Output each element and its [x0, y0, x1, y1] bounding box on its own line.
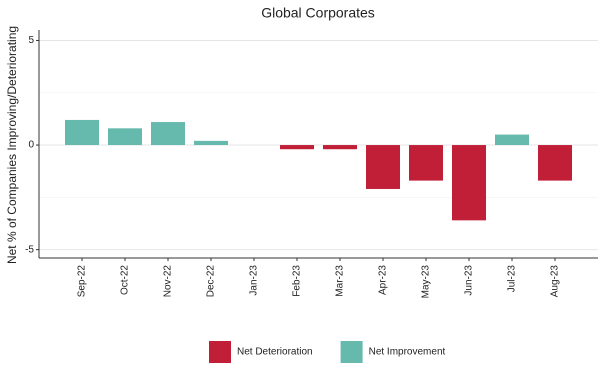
y-axis-label: Net % of Companies Improving/Deteriorati…	[5, 26, 19, 264]
legend-label: Net Improvement	[369, 347, 446, 358]
bar	[151, 122, 185, 146]
x-tick-label: Dec-22	[206, 265, 217, 298]
legend-swatch	[340, 341, 363, 363]
bar	[194, 140, 228, 146]
x-tick-label: Nov-22	[163, 265, 174, 298]
y-tick-label: 0	[28, 140, 34, 151]
legend-label: Net Deterioration	[237, 347, 313, 358]
x-tick-label: Sep-22	[77, 265, 88, 298]
y-tick-label: 5	[28, 35, 34, 46]
y-tick-label: -5	[25, 244, 34, 255]
x-tick-label: Feb-23	[292, 265, 303, 297]
x-tick-label: Oct-22	[120, 265, 131, 295]
bar	[366, 145, 400, 189]
bar	[323, 145, 357, 150]
legend-swatch	[209, 341, 231, 363]
bar	[409, 145, 443, 181]
x-tick-label: Aug-23	[550, 265, 561, 298]
chart-title: Global Corporates	[261, 5, 375, 21]
bar	[452, 145, 486, 221]
bar	[108, 128, 142, 146]
x-tick-label: Jul-23	[507, 265, 518, 293]
bar	[495, 134, 529, 146]
x-tick-label: Jan-23	[249, 265, 260, 296]
x-tick-label: Mar-23	[335, 265, 346, 297]
x-tick-label: Jun-23	[464, 265, 475, 296]
bar	[280, 145, 314, 150]
bar	[538, 145, 572, 181]
x-tick-label: May-23	[421, 265, 432, 299]
bar	[65, 119, 99, 146]
x-tick-label: Apr-23	[378, 265, 389, 295]
